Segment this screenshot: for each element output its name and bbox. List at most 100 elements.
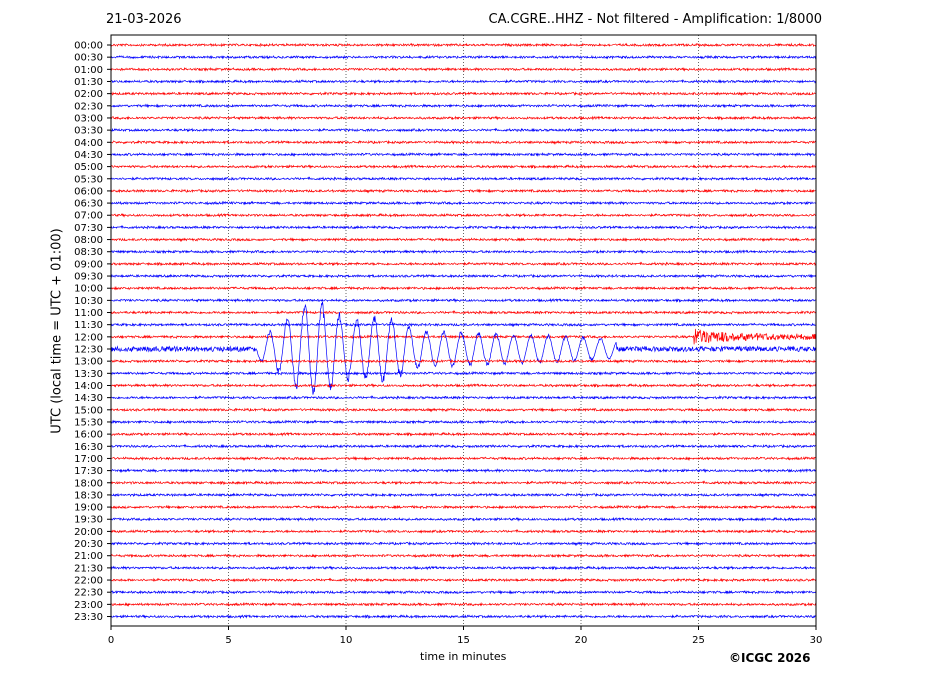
y-tick-label: 21:30 (74, 563, 103, 574)
x-tick-label: 30 (810, 635, 823, 646)
trace-2300 (110, 601, 817, 607)
trace-0800 (110, 237, 817, 243)
trace-0500 (110, 164, 817, 170)
y-tick-label: 19:00 (74, 503, 103, 514)
trace-1300 (110, 358, 817, 364)
y-tick-label: 20:00 (74, 527, 103, 538)
trace-1530 (110, 419, 817, 425)
trace-0600 (111, 188, 817, 194)
y-tick-label: 05:30 (74, 174, 103, 185)
x-tick-label: 5 (225, 635, 231, 646)
seismic-traces (110, 42, 817, 620)
trace-1700 (110, 456, 817, 461)
y-tick-label: 09:30 (74, 272, 103, 283)
y-tick-label: 17:00 (74, 454, 103, 465)
y-tick-label: 14:00 (74, 381, 103, 392)
trace-0300 (110, 115, 817, 121)
y-tick-label: 04:30 (74, 150, 103, 161)
trace-2200 (110, 577, 817, 583)
x-tick-label: 10 (340, 635, 353, 646)
y-tick-label: 00:30 (74, 53, 103, 64)
y-tick-label: 08:00 (74, 235, 103, 246)
y-tick-label: 10:30 (74, 296, 103, 307)
y-tick-label: 02:00 (74, 89, 103, 100)
y-tick-label: 07:00 (74, 211, 103, 222)
y-tick-label: 03:00 (74, 113, 103, 124)
y-tick-label: 15:00 (74, 405, 103, 416)
trace-0000 (110, 42, 817, 48)
y-tick-label: 17:30 (74, 466, 103, 477)
trace-1230 (110, 301, 817, 395)
y-tick-label: 15:30 (74, 417, 103, 428)
trace-1830 (110, 492, 817, 498)
y-tick-label: 21:00 (74, 551, 103, 562)
trace-2330 (110, 614, 817, 620)
x-axis-label: time in minutes (420, 650, 507, 663)
trace-2100 (110, 553, 817, 559)
trace-1000 (110, 285, 817, 291)
trace-1100 (110, 310, 817, 315)
y-tick-label: 04:00 (74, 138, 103, 149)
trace-0900 (110, 261, 817, 267)
y-tick-label: 16:00 (74, 430, 103, 441)
trace-1600 (110, 431, 817, 437)
y-tick-label: 06:30 (74, 199, 103, 210)
y-tick-label: 02:30 (74, 101, 103, 112)
y-tick-label: 05:00 (74, 162, 103, 173)
chart-title: CA.CGRE..HHZ - Not filtered - Amplificat… (488, 12, 823, 27)
y-axis-label: UTC (local time = UTC + 01:00) (49, 228, 65, 434)
y-tick-label: 18:00 (74, 478, 103, 489)
y-tick-label: 01:00 (74, 65, 103, 76)
trace-0700 (110, 212, 817, 218)
x-tick-label: 0 (108, 635, 114, 646)
y-tick-label: 22:00 (74, 576, 103, 587)
trace-1630 (110, 443, 817, 449)
trace-0100 (110, 66, 817, 72)
y-tick-label: 20:30 (74, 539, 103, 550)
y-tick-label: 11:30 (74, 320, 103, 331)
trace-0330 (110, 127, 817, 133)
trace-1930 (110, 516, 817, 522)
trace-1800 (110, 480, 817, 486)
y-tick-label: 01:30 (74, 77, 103, 88)
y-tick-label: 00:00 (74, 41, 103, 52)
y-tick-label: 11:00 (74, 308, 103, 319)
x-tick-label: 20 (575, 635, 588, 646)
y-tick-label: 18:30 (74, 490, 103, 501)
y-tick-label: 23:00 (74, 600, 103, 611)
trace-0200 (110, 91, 817, 97)
trace-0030 (110, 54, 817, 60)
y-tick-label: 12:30 (74, 345, 103, 356)
y-tick-label: 13:30 (74, 369, 103, 380)
y-tick-label: 14:30 (74, 393, 103, 404)
trace-1900 (110, 504, 817, 510)
trace-1730 (110, 468, 817, 474)
trace-0730 (110, 224, 817, 230)
x-axis-ticks: 0 5 10 15 20 25 30 (108, 626, 823, 646)
y-tick-label: 06:00 (74, 186, 103, 197)
trace-2030 (110, 541, 817, 547)
trace-0430 (110, 152, 817, 158)
trace-0130 (110, 78, 817, 84)
y-tick-label: 16:30 (74, 442, 103, 453)
date-label: 21-03-2026 (106, 12, 182, 27)
x-tick-label: 15 (457, 635, 470, 646)
trace-0230 (110, 103, 817, 109)
y-tick-label: 09:00 (74, 259, 103, 270)
y-tick-label: 22:30 (74, 588, 103, 599)
y-tick-label: 12:00 (74, 332, 103, 343)
y-tick-label: 23:30 (74, 612, 103, 623)
y-tick-label: 10:00 (74, 284, 103, 295)
trace-1400 (110, 383, 817, 389)
trace-0930 (110, 273, 817, 279)
trace-2230 (110, 589, 817, 595)
trace-1030 (110, 297, 817, 303)
y-tick-label: 13:00 (74, 357, 103, 368)
trace-2130 (110, 565, 817, 571)
trace-0830 (110, 249, 817, 255)
trace-0400 (110, 139, 817, 145)
vertical-grid (228, 35, 699, 626)
trace-2000 (110, 528, 817, 534)
y-tick-label: 19:30 (74, 515, 103, 526)
